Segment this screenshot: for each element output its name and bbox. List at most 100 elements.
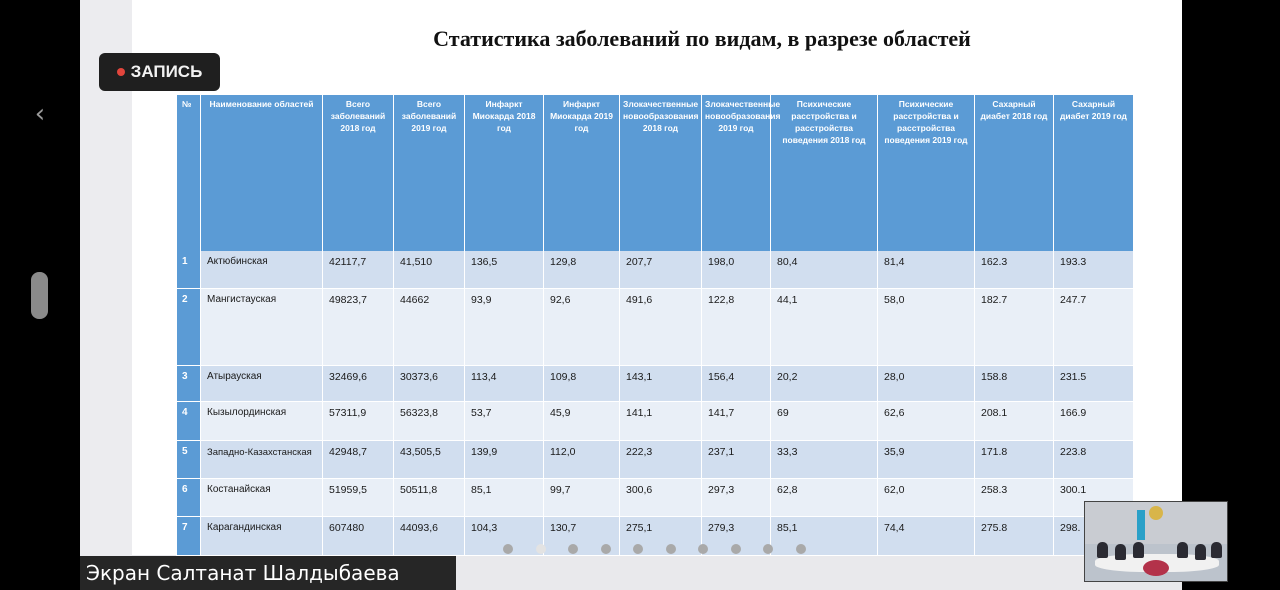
cell-value: 223.8 [1053, 440, 1134, 479]
header-mental-2018: Психические расстройства и расстройства … [770, 95, 878, 251]
participant-figure [1177, 542, 1188, 558]
participant-figure [1211, 542, 1222, 558]
cell-value: 51959,5 [322, 478, 394, 517]
cell-value: 42948,7 [322, 440, 394, 479]
header-total-2019: Всего заболеваний 2019 год [393, 95, 465, 251]
participant-figure [1133, 542, 1144, 558]
cell-value: 33,3 [770, 440, 878, 479]
pager-dot[interactable] [730, 544, 741, 554]
cell-value: 44,1 [770, 288, 878, 366]
table-row: 6 Костанайская 51959,5 50511,8 85,1 99,7… [176, 478, 1134, 517]
cell-value: 122,8 [701, 288, 771, 366]
cell-value: 42117,7 [322, 251, 394, 289]
header-neoplasm-2019: Злокачественные новообразования 2019 год [701, 95, 780, 251]
cell-value: 58,0 [877, 288, 975, 366]
cell-value: 112,0 [543, 440, 620, 479]
region-name: Карагандинская [200, 516, 323, 556]
cell-value: 198,0 [701, 251, 771, 289]
cell-value: 41,510 [393, 251, 465, 289]
cell-value: 279,3 [701, 516, 771, 556]
chevron-left-icon[interactable]: ‹ [34, 99, 46, 129]
table-row: 2 Мангистауская 49823,7 44662 93,9 92,6 … [176, 288, 1134, 366]
pager-dot[interactable] [503, 544, 513, 554]
cell-value: 166.9 [1053, 401, 1134, 441]
row-number: 6 [176, 478, 201, 517]
row-number: 3 [176, 365, 201, 402]
region-name: Атырауская [200, 365, 323, 402]
participant-video-thumbnail[interactable] [1084, 501, 1228, 582]
cell-value: 69 [770, 401, 878, 441]
cell-value: 50511,8 [393, 478, 465, 517]
cell-value: 275.8 [974, 516, 1054, 556]
slide-pager [503, 544, 806, 554]
participant-figure [1115, 544, 1126, 560]
pager-dot[interactable] [795, 544, 806, 554]
cell-value: 49823,7 [322, 288, 394, 366]
cell-value: 231.5 [1053, 365, 1134, 402]
header-infarction-2019: Инфаркт Миокарда 2019 год [543, 95, 620, 251]
slide-margin [80, 0, 132, 590]
cell-value: 35,9 [877, 440, 975, 479]
cell-value: 104,3 [464, 516, 544, 556]
cell-value: 74,4 [877, 516, 975, 556]
cell-value: 136,5 [464, 251, 544, 289]
cell-value: 43,505,5 [393, 440, 465, 479]
cell-value: 258.3 [974, 478, 1054, 517]
cell-value: 141,7 [701, 401, 771, 441]
cell-value: 297,3 [701, 478, 771, 517]
row-number: 5 [176, 440, 201, 479]
region-name: Кызылординская [200, 401, 323, 441]
cell-value: 607480 [322, 516, 394, 556]
cell-value: 247.7 [1053, 288, 1134, 366]
cell-value: 30373,6 [393, 365, 465, 402]
cell-value: 237,1 [701, 440, 771, 479]
row-number: 2 [176, 288, 201, 366]
row-number: 7 [176, 516, 201, 556]
pager-dot-active[interactable] [535, 544, 546, 554]
cell-value: 171.8 [974, 440, 1054, 479]
participant-figure [1195, 544, 1206, 560]
header-infarction-2018: Инфаркт Миокарда 2018 год [464, 95, 544, 251]
cell-value: 139,9 [464, 440, 544, 479]
cell-value: 275,1 [619, 516, 702, 556]
region-name: Западно-Казахстанская [200, 440, 323, 479]
cell-value: 222,3 [619, 440, 702, 479]
cell-value: 32469,6 [322, 365, 394, 402]
recording-badge: ЗАПИСЬ [99, 53, 220, 91]
cell-value: 193.3 [1053, 251, 1134, 289]
side-panel-handle[interactable] [31, 272, 48, 319]
cell-value: 53,7 [464, 401, 544, 441]
cell-value: 85,1 [464, 478, 544, 517]
cell-value: 207,7 [619, 251, 702, 289]
cell-value: 109,8 [543, 365, 620, 402]
table-row: 1 Актюбинская 42117,7 41,510 136,5 129,8… [176, 251, 1134, 289]
cell-value: 99,7 [543, 478, 620, 517]
pager-dot[interactable] [568, 544, 578, 554]
table-header-row: № Наименование областей Всего заболевани… [176, 95, 1134, 251]
table-row: 5 Западно-Казахстанская 42948,7 43,505,5… [176, 440, 1134, 479]
pager-dot[interactable] [600, 544, 611, 554]
cell-value: 182.7 [974, 288, 1054, 366]
emblem-shape [1149, 506, 1163, 520]
header-diabetes-2018: Сахарный диабет 2018 год [974, 95, 1054, 251]
cell-value: 62,8 [770, 478, 878, 517]
recording-label: ЗАПИСЬ [130, 62, 203, 81]
cell-value: 62,0 [877, 478, 975, 517]
cell-value: 143,1 [619, 365, 702, 402]
flag-shape [1137, 510, 1145, 540]
header-region: Наименование областей [200, 95, 323, 251]
cell-value: 300,6 [619, 478, 702, 517]
pager-dot[interactable] [763, 544, 773, 554]
header-diabetes-2019: Сахарный диабет 2019 год [1053, 95, 1134, 251]
pager-dot[interactable] [665, 544, 676, 554]
slide-title: Статистика заболеваний по видам, в разре… [433, 26, 971, 51]
cell-value: 156,4 [701, 365, 771, 402]
header-neoplasm-2018: Злокачественные новообразования 2018 год [619, 95, 702, 251]
cell-value: 208.1 [974, 401, 1054, 441]
table-row: 3 Атырауская 32469,6 30373,6 113,4 109,8… [176, 365, 1134, 402]
pager-dot[interactable] [633, 544, 643, 554]
cell-value: 44662 [393, 288, 465, 366]
cell-value: 44093,6 [393, 516, 465, 556]
pager-dot[interactable] [698, 544, 708, 554]
cell-value: 57311,9 [322, 401, 394, 441]
